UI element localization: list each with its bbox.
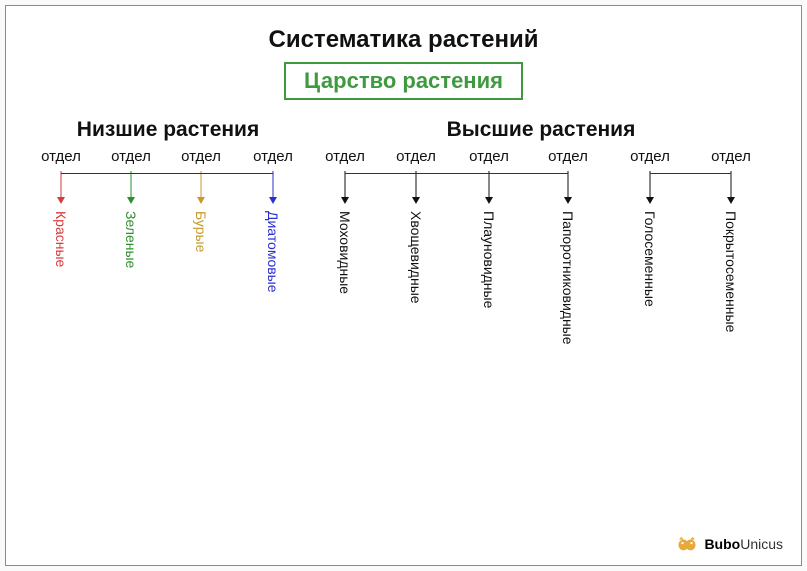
department-name: Диатомовые <box>265 211 281 293</box>
connector-line <box>650 171 651 199</box>
arrow-down-icon <box>485 197 493 204</box>
connector <box>690 171 772 207</box>
connector <box>310 171 380 207</box>
group: Низшие растенияотделКрасныеотделЗеленыео… <box>26 118 310 345</box>
brand-text: BuboUnicus <box>704 536 783 552</box>
columns: отдел Красные отдел Зеленые отдел Бурые отдел Д… <box>26 148 310 293</box>
brand-light: Unicus <box>740 536 783 552</box>
groups-container: Низшие растенияотделКрасныеотделЗеленыео… <box>6 118 801 345</box>
connector <box>96 171 166 207</box>
diagram-title: Систематика растений <box>6 26 801 54</box>
connector-line <box>345 171 346 199</box>
department-name: Голосеменные <box>642 211 658 307</box>
owl-logo-icon <box>676 535 698 553</box>
department-label: отдел <box>396 148 436 165</box>
department-name: Бурые <box>193 211 209 252</box>
connector <box>26 171 96 207</box>
connector-hline <box>345 173 568 174</box>
columns: отдел Моховидные отдел Хвощевидные отдел Плау… <box>310 148 772 345</box>
department-column: отдел Диатомовые <box>236 148 310 293</box>
footer: BuboUnicus <box>676 535 783 553</box>
connector-hline <box>61 173 273 174</box>
arrow-down-icon <box>57 197 65 204</box>
department-name: Папоротниковидные <box>560 211 576 345</box>
connector-line <box>416 171 417 199</box>
arrow-down-icon <box>646 197 654 204</box>
department-label: отдел <box>41 148 81 165</box>
connector-line <box>131 171 132 199</box>
department-column: отдел Голосеменные <box>610 148 690 345</box>
department-column: отдел Моховидные <box>310 148 380 345</box>
department-name: Красные <box>53 211 69 267</box>
arrow-down-icon <box>564 197 572 204</box>
department-column: отдел Покрытосеменные <box>690 148 772 345</box>
department-column: отдел Зеленые <box>96 148 166 293</box>
group: Высшие растения отдел Моховидные отдел Хвоще… <box>310 118 772 345</box>
group-title: Высшие растения <box>310 118 772 142</box>
connector-line <box>273 171 274 199</box>
department-label: отдел <box>181 148 221 165</box>
connector <box>380 171 452 207</box>
connector <box>166 171 236 207</box>
connector-line <box>489 171 490 199</box>
department-label: отдел <box>111 148 151 165</box>
connector <box>610 171 690 207</box>
diagram-frame: Систематика растений Царство растения Ни… <box>5 5 802 566</box>
department-name: Хвощевидные <box>408 211 424 304</box>
connector-line <box>201 171 202 199</box>
arrow-down-icon <box>269 197 277 204</box>
department-label: отдел <box>253 148 293 165</box>
connector-line <box>61 171 62 199</box>
connector <box>452 171 526 207</box>
department-name: Моховидные <box>337 211 353 294</box>
department-column: отдел Красные <box>26 148 96 293</box>
arrow-down-icon <box>127 197 135 204</box>
department-name: Покрытосеменные <box>723 211 739 332</box>
department-name: Плауновидные <box>481 211 497 308</box>
department-column: отдел Папоротниковидные <box>526 148 610 345</box>
department-label: отдел <box>325 148 365 165</box>
department-name: Зеленые <box>123 211 139 268</box>
department-label: отдел <box>548 148 588 165</box>
department-column: отдел Плауновидные <box>452 148 526 345</box>
department-label: отдел <box>630 148 670 165</box>
group-title: Низшие растения <box>26 118 310 142</box>
department-label: отдел <box>711 148 751 165</box>
connector-line <box>568 171 569 199</box>
connector-hline <box>650 173 731 174</box>
arrow-down-icon <box>197 197 205 204</box>
department-label: отдел <box>469 148 509 165</box>
arrow-down-icon <box>412 197 420 204</box>
department-column: отдел Хвощевидные <box>380 148 452 345</box>
department-column: отдел Бурые <box>166 148 236 293</box>
kingdom-box: Царство растения <box>284 62 523 100</box>
arrow-down-icon <box>727 197 735 204</box>
arrow-down-icon <box>341 197 349 204</box>
connector <box>526 171 610 207</box>
connector-line <box>731 171 732 199</box>
brand-bold: Bubo <box>704 536 740 552</box>
connector <box>236 171 310 207</box>
